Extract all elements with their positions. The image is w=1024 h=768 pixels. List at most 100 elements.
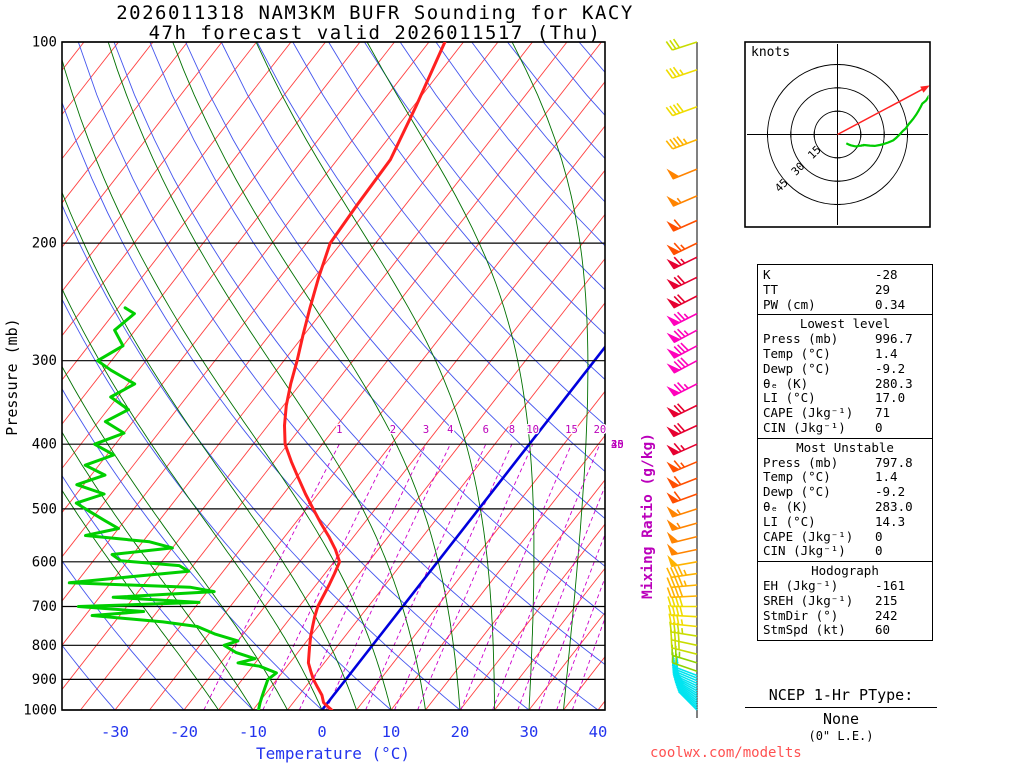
index-label: LI (°C) xyxy=(763,390,816,406)
index-label: CAPE (Jkg⁻¹) xyxy=(763,528,854,544)
index-label: PW (cm) xyxy=(763,296,816,312)
wind-barb xyxy=(666,475,698,489)
index-row: TT 29 xyxy=(758,281,932,298)
wind-barb xyxy=(666,506,698,518)
svg-text:200: 200 xyxy=(32,236,57,252)
index-label: K xyxy=(763,267,771,282)
index-label: Press (mb) xyxy=(763,331,839,347)
index-label: Dewp (°C) xyxy=(763,360,831,376)
hodograph-trace xyxy=(845,94,929,148)
index-row: StmDir (°) 242 xyxy=(758,607,932,624)
svg-text:4: 4 xyxy=(447,424,453,436)
watermark-link[interactable]: coolwx.com/modelts xyxy=(650,745,802,761)
index-row: CAPE (Jkg⁻¹) 71 xyxy=(758,405,932,421)
ptype-title: NCEP 1-Hr PType: xyxy=(745,686,937,708)
svg-text:700: 700 xyxy=(32,599,57,615)
index-value: -28 xyxy=(875,267,898,282)
index-row: CIN (Jkg⁻¹) 0 xyxy=(758,420,932,436)
svg-text:10: 10 xyxy=(382,723,401,741)
svg-text:500: 500 xyxy=(32,501,57,517)
index-value: -9.2 xyxy=(875,484,906,500)
isotherms xyxy=(62,42,605,710)
index-value: 283.0 xyxy=(875,498,913,514)
index-value: 29 xyxy=(875,281,891,297)
wind-barb xyxy=(666,168,698,180)
index-label: SREH (Jkg⁻¹) xyxy=(763,592,854,608)
wind-barb xyxy=(666,311,698,327)
wind-barb xyxy=(666,442,698,456)
index-value: 0.34 xyxy=(875,296,906,312)
wind-barb xyxy=(666,586,698,599)
storm-motion-arrowhead xyxy=(920,85,930,93)
moist-adiabats xyxy=(62,42,589,710)
svg-text:400: 400 xyxy=(32,437,57,453)
index-label: StmDir (°) xyxy=(763,607,839,623)
dry-adiabats xyxy=(62,42,605,710)
plot-border xyxy=(61,41,606,711)
section-header: Most Unstable xyxy=(796,439,894,455)
index-row: Temp (°C) 1.4 xyxy=(758,470,932,485)
temperature-axis-label: Temperature (°C) xyxy=(255,744,411,763)
wind-barb xyxy=(665,136,698,150)
wind-barb xyxy=(666,543,698,556)
index-row: Press (mb) 996.7 xyxy=(758,331,932,347)
wind-barb xyxy=(666,382,698,397)
index-value: -161 xyxy=(875,577,906,593)
index-row: CAPE (Jkg⁻¹) 0 xyxy=(758,528,932,545)
index-value: 0 xyxy=(875,528,883,544)
svg-text:800: 800 xyxy=(32,638,57,654)
hodograph-border xyxy=(744,41,931,228)
index-value: 71 xyxy=(875,405,891,421)
index-row: LI (°C) 14.3 xyxy=(758,513,932,530)
index-row: Temp (°C) 1.4 xyxy=(758,345,932,362)
index-row: SREH (Jkg⁻¹) 215 xyxy=(758,592,932,609)
storm-motion-vector xyxy=(837,87,925,136)
index-row: StmSpd (kt) 60 xyxy=(758,623,932,638)
temperature-curve xyxy=(283,42,447,710)
svg-text:-20: -20 xyxy=(170,723,198,741)
svg-text:40: 40 xyxy=(589,723,608,741)
wind-barb xyxy=(666,294,698,309)
index-row: Dewp (°C) -9.2 xyxy=(758,484,932,500)
index-row: LI (°C) 17.0 xyxy=(758,391,932,406)
wind-barb xyxy=(666,460,698,473)
wind-barb-column xyxy=(665,38,698,718)
svg-text:6: 6 xyxy=(483,424,489,436)
section-header: Hodograph xyxy=(811,563,879,579)
wind-barb xyxy=(665,102,698,117)
section-header: Lowest level xyxy=(799,316,891,332)
pressure-tick-labels: 100 200 300 400 500 600 700 800 900 1000 xyxy=(23,35,57,719)
index-row: CIN (Jkg⁻¹) 0 xyxy=(758,544,932,559)
index-value: 60 xyxy=(875,622,891,638)
dewpoint-curve xyxy=(67,306,278,710)
index-label: CAPE (Jkg⁻¹) xyxy=(763,405,854,421)
wind-barb xyxy=(666,195,698,207)
index-value: 0 xyxy=(875,543,883,559)
wind-barb xyxy=(666,531,698,544)
svg-text:-30: -30 xyxy=(101,723,129,741)
wind-barb xyxy=(667,596,697,608)
hodograph-units-label: knots xyxy=(751,45,791,60)
svg-text:600: 600 xyxy=(32,554,57,570)
wind-barb xyxy=(667,605,698,618)
index-row: EH (Jkg⁻¹) -161 xyxy=(758,577,932,594)
freezing-isotherm xyxy=(320,345,605,710)
index-value: 1.4 xyxy=(875,469,898,485)
index-value: 996.7 xyxy=(875,331,913,347)
section-divider xyxy=(758,314,932,316)
indices-table: K -28 TT 29 PW (cm) 0.34 Lowest level Press (mb… xyxy=(757,264,933,642)
index-value: 797.8 xyxy=(875,454,913,470)
index-label: LI (°C) xyxy=(763,513,816,529)
svg-text:2: 2 xyxy=(390,424,396,436)
index-value: 1.4 xyxy=(875,345,898,361)
svg-text:0: 0 xyxy=(317,723,326,741)
index-row: Dewp (°C) -9.2 xyxy=(758,360,932,377)
index-label: StmSpd (kt) xyxy=(763,622,846,638)
wind-barb xyxy=(666,403,698,418)
index-label: Dewp (°C) xyxy=(763,484,831,500)
wind-barb xyxy=(666,422,698,438)
svg-text:10: 10 xyxy=(526,424,539,436)
ptype-value: None xyxy=(822,710,860,728)
